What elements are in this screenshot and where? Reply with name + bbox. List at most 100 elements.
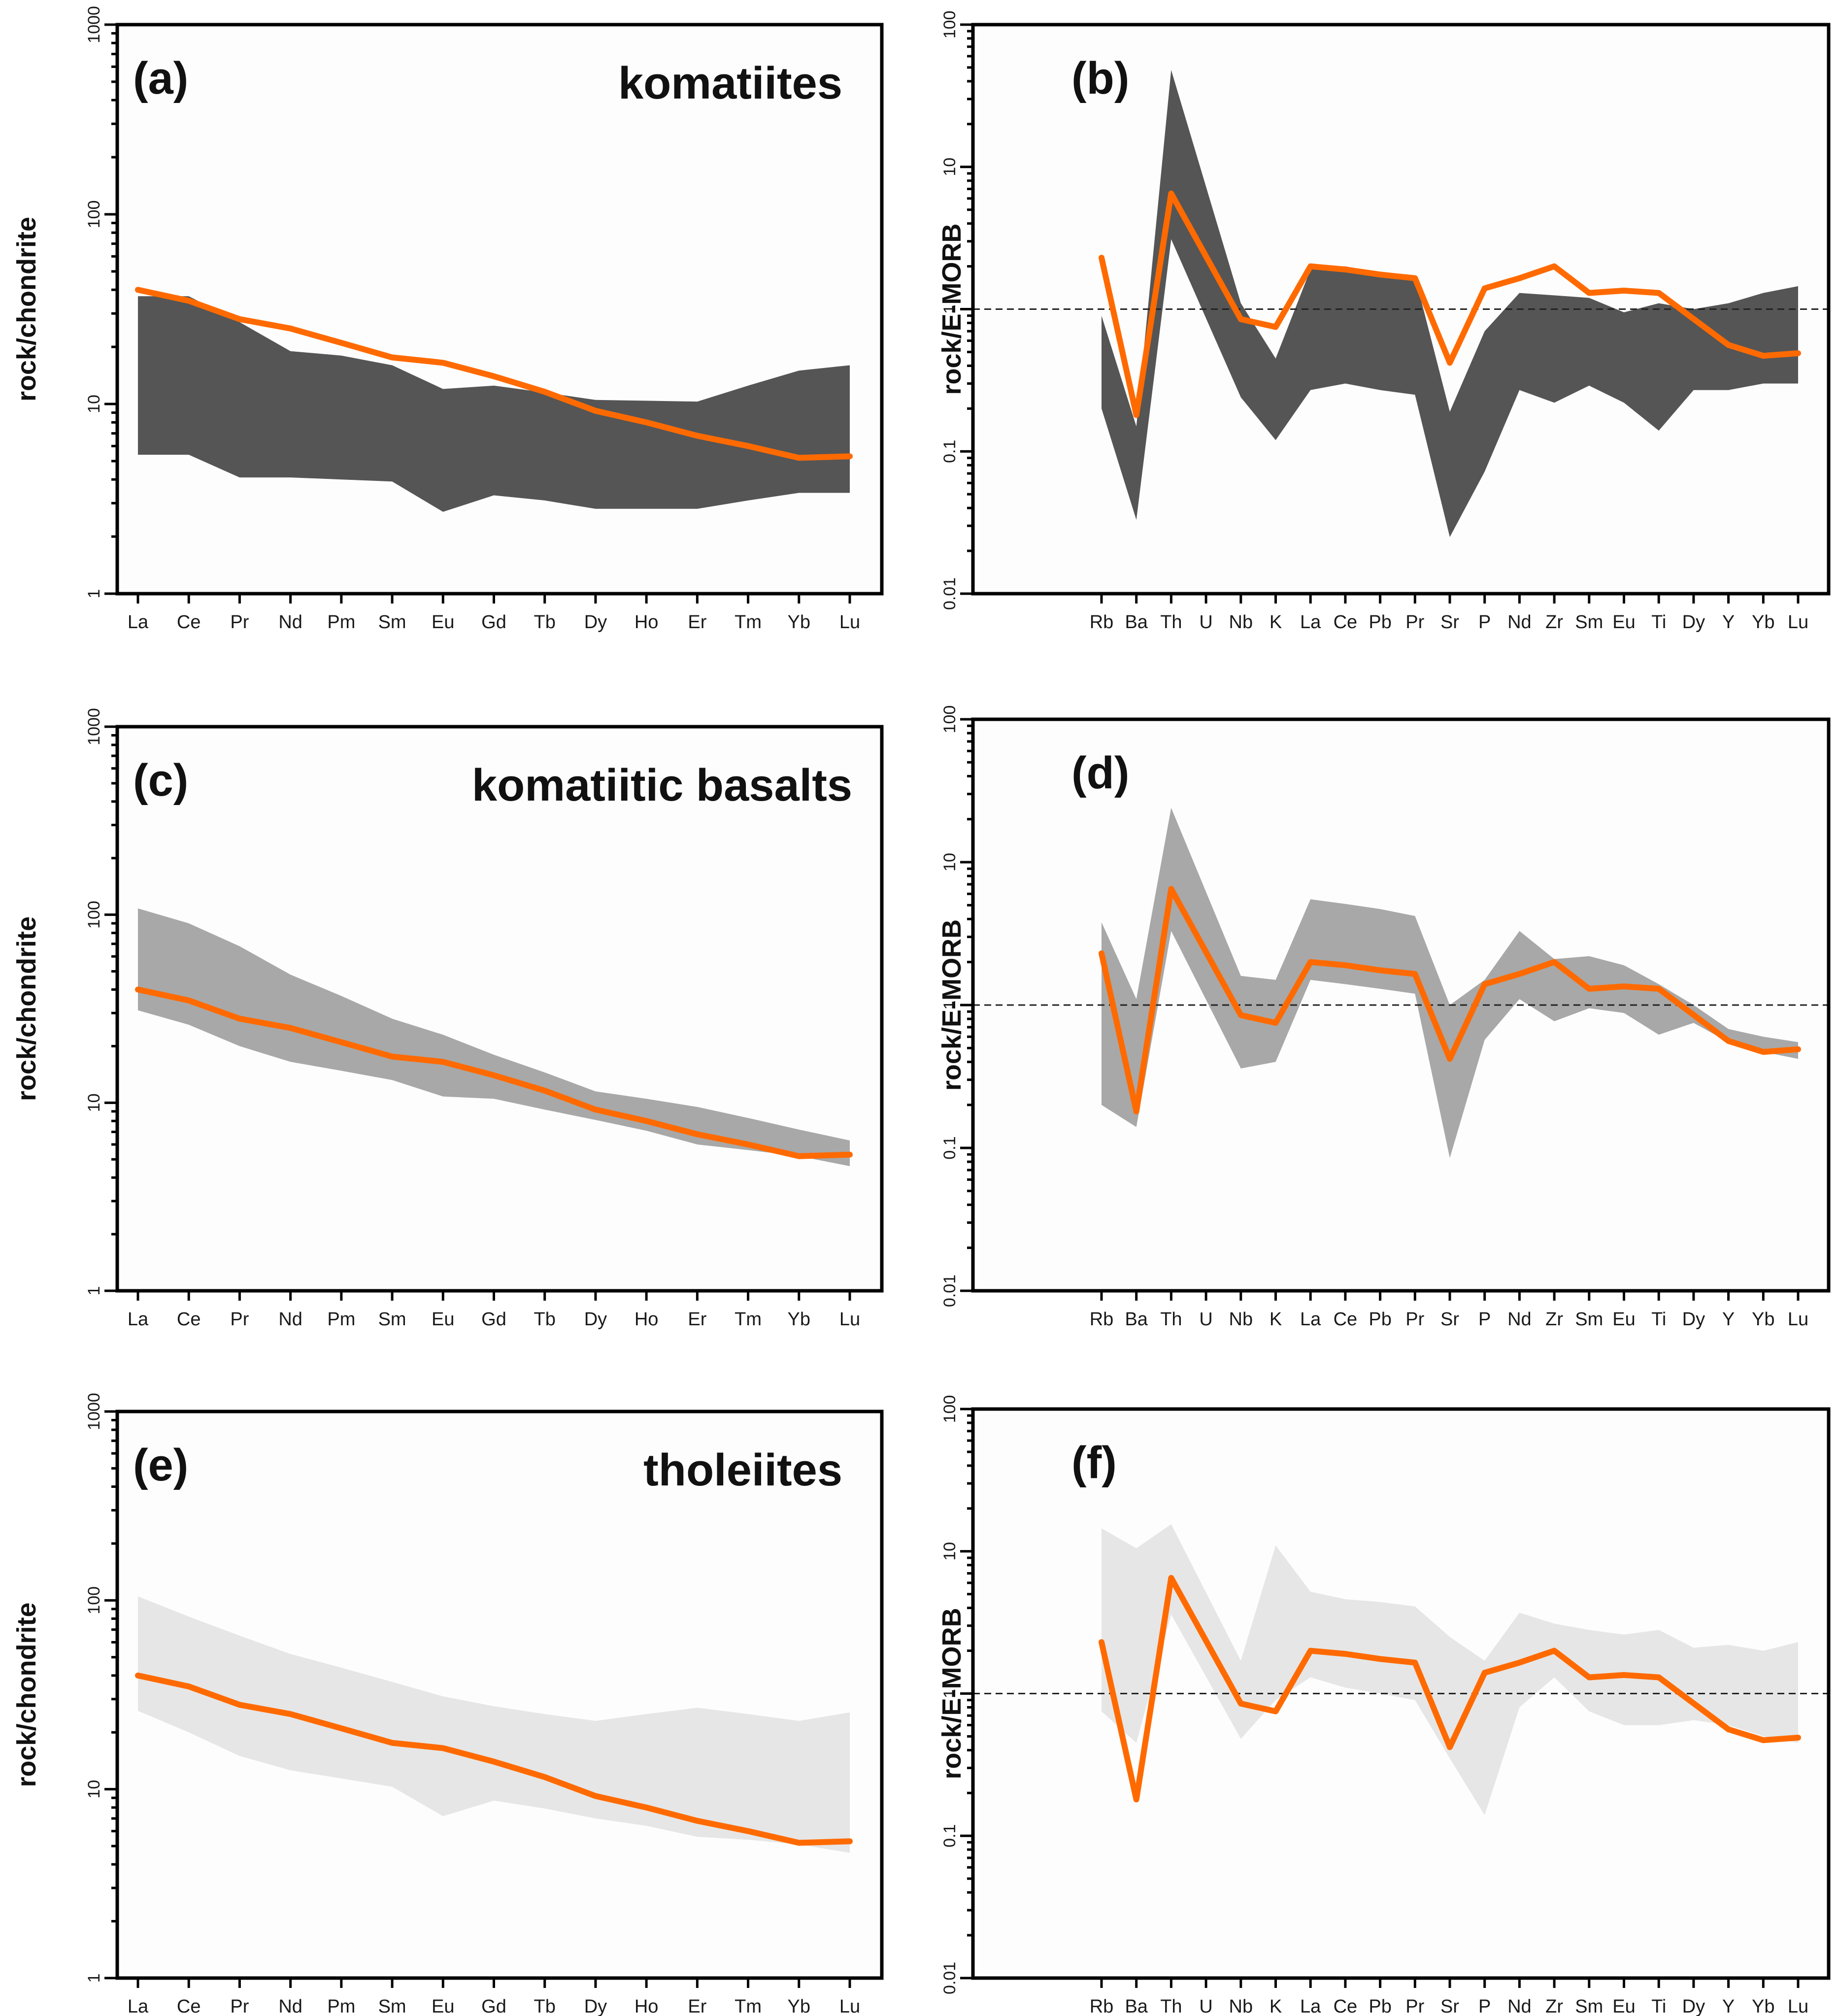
range-band — [1102, 1524, 1798, 1815]
x-tick-label-sm: Sm — [1575, 1309, 1603, 1330]
panel-b-komatiites-emorb-chart: 0.01 0.1 1 10 100 Rb Ba Th U Nb K La Ce Pb Pr Sr P Nd Zr Sm… — [937, 11, 1831, 633]
x-tick-label-yb: Yb — [1752, 1996, 1774, 2016]
x-tick-label-sm: Sm — [1575, 1996, 1603, 2016]
y-tick-label: 1000 — [85, 6, 103, 43]
x-tick-label-ho: Ho — [635, 612, 659, 633]
x-tick-label-tb: Tb — [534, 1996, 556, 2016]
rock-type-title: komatiitic basalts — [472, 760, 852, 810]
x-tick-label-eu: Eu — [432, 612, 454, 633]
x-tick-label-nb: Nb — [1229, 1309, 1253, 1330]
y-tick-label: 0.1 — [940, 440, 959, 463]
x-tick-label-tb: Tb — [534, 1309, 556, 1330]
x-tick-label-dy: Dy — [584, 1996, 607, 2016]
y-tick-label: 10 — [940, 158, 959, 176]
y-axis-label: rock/E-MORB — [937, 223, 967, 395]
y-tick-label: 1 — [85, 1974, 103, 1983]
x-tick-label-rb: Rb — [1090, 612, 1114, 633]
y-axis-label: rock/E-MORB — [937, 919, 967, 1091]
x-tick-label-sm: Sm — [378, 612, 406, 633]
x-tick-label-ba: Ba — [1125, 1996, 1148, 2016]
x-tick-label-pr: Pr — [230, 1309, 249, 1330]
panel-c-komatiitic-basalts-chondrite-chart: 1 10 100 1000 La Ce Pr Nd Pm Sm Eu Gd Tb Dy Ho Er Tm Yb Lu… — [12, 708, 884, 1330]
x-tick-label-tm: Tm — [735, 1309, 762, 1330]
x-tick-label-lu: Lu — [839, 1996, 860, 2016]
panel-label: (f) — [1071, 1438, 1117, 1488]
x-tick-label-pb: Pb — [1369, 1309, 1391, 1330]
y-tick-label: 1 — [85, 1286, 103, 1296]
x-tick-label-nd: Nd — [278, 1309, 302, 1330]
y-tick-label: 1 — [940, 304, 959, 314]
x-tick-label-nd: Nd — [278, 1996, 302, 2016]
x-tick-label-k: K — [1270, 1996, 1282, 2016]
panel-e-tholeiites-chondrite-chart: 1 10 100 1000 La Ce Pr Nd Pm Sm Eu Gd Tb Dy Ho Er Tm Yb Lu… — [12, 1393, 884, 2016]
x-tick-label-lu: Lu — [1788, 1996, 1808, 2016]
panel-label: (a) — [133, 53, 188, 103]
x-tick-label-sr: Sr — [1440, 612, 1459, 633]
y-tick-label: 0.01 — [940, 577, 959, 610]
x-tick-label-lu: Lu — [1788, 1309, 1808, 1330]
panel-label: (c) — [133, 755, 188, 806]
x-tick-label-zr: Zr — [1545, 612, 1563, 633]
average-line — [135, 287, 853, 461]
x-tick-label-tm: Tm — [735, 612, 762, 633]
x-tick-label-sr: Sr — [1440, 1996, 1459, 2016]
x-tick-label-eu: Eu — [1612, 1309, 1635, 1330]
x-tick-label-dy: Dy — [584, 1309, 607, 1330]
x-tick-label-u: U — [1199, 1996, 1212, 2016]
x-tick-label-tm: Tm — [735, 1996, 762, 2016]
y-tick-label: 0.01 — [940, 1962, 959, 1994]
x-tick-label-ce: Ce — [177, 1996, 201, 2016]
x-tick-label-er: Er — [688, 1996, 706, 2016]
range-band — [1102, 70, 1798, 538]
y-axis-label: rock/chondrite — [12, 1602, 41, 1787]
x-tick-label-yb: Yb — [788, 1996, 810, 2016]
y-tick-label: 0.1 — [940, 1136, 959, 1159]
x-tick-label-dy: Dy — [1682, 1309, 1705, 1330]
x-tick-label-lu: Lu — [839, 612, 860, 633]
x-tick-label-dy: Dy — [1682, 1996, 1705, 2016]
x-tick-label-dy: Dy — [584, 612, 607, 633]
panel-label: (b) — [1071, 53, 1129, 103]
x-tick-label-yb: Yb — [788, 1309, 810, 1330]
average-line — [1099, 1575, 1801, 1803]
plot-frame — [115, 23, 884, 596]
x-tick-label-la: La — [128, 612, 149, 633]
plot-frame — [115, 1410, 884, 1980]
y-axis-label: rock/chondrite — [12, 916, 41, 1101]
x-tick-label-p: P — [1478, 612, 1491, 633]
x-tick-label-lu: Lu — [1788, 612, 1808, 633]
x-tick-label-pb: Pb — [1369, 1996, 1391, 2016]
x-tick-label-nd: Nd — [278, 612, 302, 633]
x-tick-label-u: U — [1199, 612, 1212, 633]
x-tick-label-y: Y — [1722, 1996, 1735, 2016]
x-tick-label-nb: Nb — [1229, 1996, 1253, 2016]
x-tick-label-ce: Ce — [1334, 1309, 1358, 1330]
x-tick-label-sm: Sm — [378, 1309, 406, 1330]
x-tick-label-pr: Pr — [1405, 612, 1424, 633]
x-tick-label-p: P — [1478, 1309, 1491, 1330]
x-tick-label-gd: Gd — [481, 1996, 506, 2016]
x-tick-label-sm: Sm — [1575, 612, 1603, 633]
x-tick-label-th: Th — [1160, 612, 1182, 633]
x-tick-label-pm: Pm — [327, 612, 355, 633]
x-tick-label-y: Y — [1722, 612, 1735, 633]
x-tick-label-ce: Ce — [177, 1309, 201, 1330]
x-tick-label-ce: Ce — [1334, 612, 1358, 633]
x-tick-label-yb: Yb — [788, 612, 810, 633]
x-tick-label-pb: Pb — [1369, 612, 1391, 633]
x-tick-label-pr: Pr — [1405, 1309, 1424, 1330]
x-tick-label-eu: Eu — [432, 1996, 454, 2016]
x-tick-label-eu: Eu — [1612, 612, 1635, 633]
x-tick-label-gd: Gd — [481, 1309, 506, 1330]
x-tick-label-la: La — [1300, 1309, 1321, 1330]
x-tick-label-y: Y — [1722, 1309, 1735, 1330]
x-tick-label-zr: Zr — [1545, 1309, 1563, 1330]
y-tick-label: 0.01 — [940, 1275, 959, 1307]
y-tick-label: 10 — [940, 853, 959, 872]
x-tick-label-nd: Nd — [1507, 1309, 1532, 1330]
x-tick-label-th: Th — [1160, 1996, 1182, 2016]
x-tick-label-la: La — [128, 1309, 149, 1330]
x-tick-label-pm: Pm — [327, 1996, 355, 2016]
y-tick-label: 1000 — [85, 1393, 103, 1430]
